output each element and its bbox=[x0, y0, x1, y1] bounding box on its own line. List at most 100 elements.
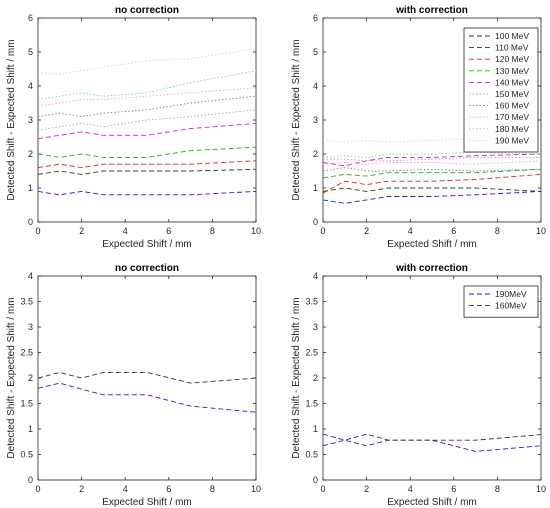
legend-label: 120 MeV bbox=[495, 54, 529, 64]
y-tick-label: 5 bbox=[28, 47, 33, 57]
x-tick-label: 10 bbox=[536, 484, 546, 494]
legend-label: 130 MeV bbox=[495, 66, 529, 76]
series-line-7 bbox=[37, 95, 257, 118]
y-tick-label: 4 bbox=[313, 81, 318, 91]
series-line-10 bbox=[37, 48, 257, 75]
chart-title: with correction bbox=[395, 5, 468, 16]
series-line-8 bbox=[322, 160, 542, 165]
legend-frame bbox=[463, 27, 539, 153]
y-tick-label: 3.5 bbox=[20, 297, 33, 307]
y-tick-label: 0.5 bbox=[305, 450, 318, 460]
series-line-6 bbox=[323, 156, 541, 162]
x-tick-label: 10 bbox=[536, 226, 546, 236]
chart-panel-1: 0 2 4 6 8 10 0 1 2 3 4 5 6 no correction Expected Shif… bbox=[6, 5, 261, 250]
x-tick-label: 10 bbox=[251, 226, 261, 236]
y-tick-label: 0 bbox=[313, 475, 318, 485]
y-tick-label: 6 bbox=[313, 13, 318, 23]
series-line-2 bbox=[322, 187, 542, 192]
y-tick-label: 4 bbox=[28, 271, 33, 281]
series-line-5 bbox=[37, 122, 257, 140]
series-line-4 bbox=[322, 168, 542, 179]
legend-label: 110 MeV bbox=[495, 43, 529, 53]
series-line-1 bbox=[37, 382, 257, 413]
y-tick-label: 5 bbox=[313, 47, 318, 57]
x-tick-label: 0 bbox=[320, 484, 325, 494]
x-tick-label: 2 bbox=[364, 226, 369, 236]
chart-title: with correction bbox=[395, 263, 468, 274]
x-tick-label: 8 bbox=[210, 226, 215, 236]
legend-label: 100 MeV bbox=[495, 31, 529, 41]
x-axis-label: Expected Shift / mm bbox=[387, 239, 476, 250]
y-tick-label: 1 bbox=[28, 424, 33, 434]
series-line-5 bbox=[322, 153, 542, 167]
chart-panel-2: 0 2 4 6 8 10 0 1 2 3 4 5 6 with correction Expected Sh… bbox=[291, 5, 546, 250]
y-tick-label: 3.5 bbox=[305, 297, 318, 307]
x-tick-label: 6 bbox=[451, 226, 456, 236]
x-tick-label: 0 bbox=[35, 226, 40, 236]
series-line-10 bbox=[322, 138, 541, 143]
legend-label: 150 MeV bbox=[495, 89, 529, 99]
y-tick-label: 6 bbox=[28, 13, 33, 23]
y-tick-label: 0 bbox=[28, 217, 33, 227]
plot-area-frame bbox=[37, 275, 257, 481]
series-line-8 bbox=[37, 87, 257, 107]
series-line-4 bbox=[37, 146, 257, 158]
y-tick-label: 2.5 bbox=[20, 348, 33, 358]
series-line-9 bbox=[37, 70, 257, 101]
x-tick-label: 6 bbox=[451, 484, 456, 494]
y-tick-label: 4 bbox=[28, 81, 33, 91]
x-tick-label: 2 bbox=[79, 484, 84, 494]
y-tick-label: 1 bbox=[28, 183, 33, 193]
y-axis-label: Detected Shift - Expected Shift / mm bbox=[291, 297, 302, 458]
legend-label: 160 MeV bbox=[495, 101, 529, 111]
y-tick-label: 0 bbox=[28, 475, 33, 485]
chart-panel-4: 0 2 4 6 8 10 0 0.5 1 1.5 2 2.5 3 3.5 4 with correction E… bbox=[291, 263, 546, 508]
series-line-2 bbox=[37, 168, 257, 175]
series-line-2 bbox=[322, 434, 542, 447]
y-tick-label: 4 bbox=[313, 271, 318, 281]
y-tick-label: 2 bbox=[28, 149, 33, 159]
legend-label: 160MeV bbox=[495, 301, 527, 311]
y-tick-label: 1 bbox=[313, 183, 318, 193]
x-tick-label: 2 bbox=[364, 484, 369, 494]
x-tick-label: 6 bbox=[166, 226, 171, 236]
legend-label: 170 MeV bbox=[495, 112, 529, 122]
y-tick-label: 3 bbox=[313, 115, 318, 125]
x-tick-label: 8 bbox=[495, 484, 500, 494]
y-tick-label: 2.5 bbox=[305, 348, 318, 358]
x-axis-label: Expected Shift / mm bbox=[102, 497, 191, 508]
x-tick-label: 10 bbox=[251, 484, 261, 494]
legend-frame bbox=[463, 285, 539, 318]
chart-title: no correction bbox=[115, 5, 179, 16]
y-tick-label: 2 bbox=[313, 373, 318, 383]
x-tick-label: 8 bbox=[495, 226, 500, 236]
y-tick-label: 1.5 bbox=[20, 399, 33, 409]
x-tick-label: 0 bbox=[35, 484, 40, 494]
legend: 190MeV 160MeV bbox=[463, 285, 539, 318]
y-tick-label: 0 bbox=[313, 217, 318, 227]
y-tick-label: 3 bbox=[313, 322, 318, 332]
x-tick-label: 2 bbox=[79, 226, 84, 236]
x-tick-label: 8 bbox=[210, 484, 215, 494]
y-tick-label: 1 bbox=[313, 424, 318, 434]
x-axis-label: Expected Shift / mm bbox=[387, 497, 476, 508]
chart-panel-3: 0 2 4 6 8 10 0 0.5 1 1.5 2 2.5 3 3.5 4 no correction Exp… bbox=[6, 263, 261, 508]
series-line-9 bbox=[322, 151, 542, 158]
y-tick-label: 1.5 bbox=[305, 399, 318, 409]
series-line-6 bbox=[37, 109, 257, 131]
chart-title: no correction bbox=[115, 263, 179, 274]
y-tick-label: 2 bbox=[313, 149, 318, 159]
x-axis-label: Expected Shift / mm bbox=[102, 239, 191, 250]
series-line-2 bbox=[37, 371, 257, 384]
y-tick-label: 3 bbox=[28, 322, 33, 332]
legend-label: 190 MeV bbox=[495, 135, 529, 145]
plot-area-frame bbox=[37, 17, 257, 223]
y-axis-label: Detected Shift - Expected Shift / mm bbox=[6, 39, 17, 200]
series-line-7 bbox=[322, 167, 542, 172]
y-axis-label: Detected Shift - Expected Shift / mm bbox=[6, 297, 17, 458]
x-tick-label: 4 bbox=[408, 226, 413, 236]
x-tick-label: 4 bbox=[123, 226, 128, 236]
series-line-3 bbox=[37, 160, 257, 169]
